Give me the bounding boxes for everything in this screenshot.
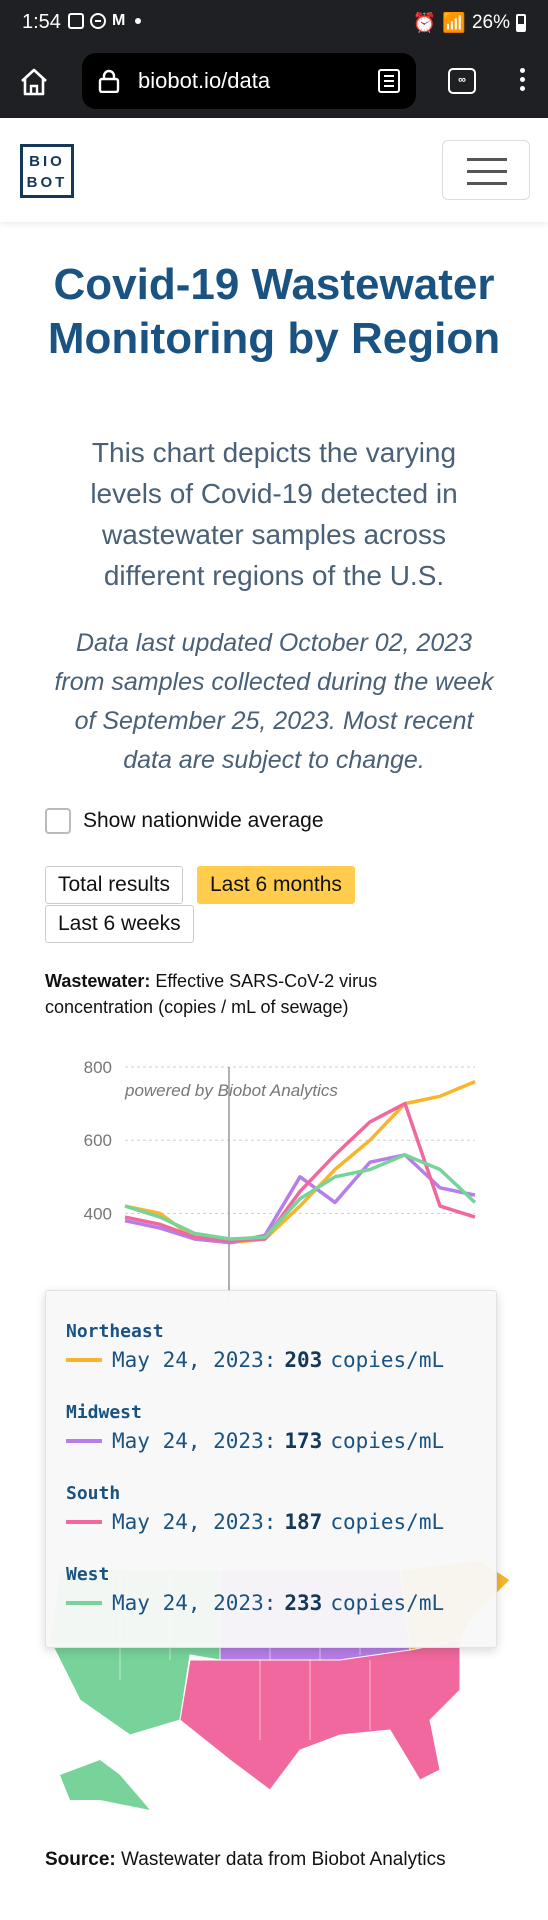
source-label: Source:	[45, 1849, 116, 1870]
address-bar[interactable]: biobot.io/data	[82, 53, 416, 109]
tooltip-value: 173	[284, 1429, 323, 1453]
tooltip-region: Midwest	[66, 1402, 142, 1423]
map-region-south[interactable]	[179, 1639, 461, 1791]
tooltip-entry: Northeast May 24, 2023: 203 copies/mL	[66, 1321, 444, 1372]
source-note: Source: Wastewater data from Biobot Anal…	[45, 1849, 446, 1871]
tooltip-value: 233	[284, 1591, 323, 1615]
system-icons: ⏰ 📶 26%	[413, 11, 526, 35]
map-alaska[interactable]	[60, 1760, 150, 1810]
tooltip-unit: copies/mL	[330, 1348, 445, 1372]
logo-line1: BIO	[29, 153, 65, 170]
tooltip-date: May 24, 2023:	[112, 1429, 277, 1453]
logo-line2: BOT	[26, 174, 68, 191]
battery-icon	[516, 14, 526, 32]
status-time: 1:54	[22, 11, 61, 33]
tooltip-unit: copies/mL	[330, 1591, 445, 1615]
tooltip-value-line: May 24, 2023: 173 copies/mL	[66, 1429, 444, 1453]
chart-label: Wastewater: Effective SARS-CoV-2 virus c…	[45, 968, 485, 1020]
gmail-icon: M	[112, 12, 126, 29]
url-text: biobot.io/data	[138, 68, 271, 93]
series-line-midwest[interactable]	[124, 1153, 476, 1245]
browser-toolbar: biobot.io/data ∞	[0, 48, 548, 118]
reader-mode-icon[interactable]	[378, 69, 400, 93]
tab-switcher-button[interactable]: ∞	[448, 68, 476, 94]
tooltip-entry: South May 24, 2023: 187 copies/mL	[66, 1483, 444, 1534]
do-not-disturb-icon	[90, 13, 106, 29]
more-notifications-icon	[135, 18, 142, 24]
nationwide-average-toggle[interactable]: Show nationwide average	[45, 808, 324, 834]
series-line-west[interactable]	[124, 1153, 477, 1241]
chart-watermark: powered by Biobot Analytics	[124, 1081, 338, 1100]
alarm-icon: ⏰	[412, 13, 437, 34]
tooltip-region: West	[66, 1564, 110, 1585]
tooltip-value-line: May 24, 2023: 233 copies/mL	[66, 1591, 444, 1615]
hamburger-menu-button[interactable]	[442, 140, 530, 200]
tooltip-value: 203	[284, 1348, 323, 1372]
site-header: BIO BOT	[0, 118, 548, 222]
gallery-icon	[68, 13, 84, 29]
legend-swatch	[66, 1358, 102, 1362]
chart-label-text: Effective SARS-CoV-2 virus concentration…	[45, 971, 378, 1017]
notification-icons: M	[68, 12, 142, 30]
tooltip-region: South	[66, 1483, 121, 1504]
wastewater-line-chart[interactable]: 800 600 400 powered by Biobot Analytics	[0, 1040, 548, 1300]
chart-label-bold: Wastewater:	[45, 971, 151, 991]
tooltip-date: May 24, 2023:	[112, 1510, 277, 1534]
y-tick-label: 800	[84, 1058, 112, 1077]
tooltip-value-line: May 24, 2023: 187 copies/mL	[66, 1510, 444, 1534]
battery-percent: 26%	[471, 12, 510, 33]
y-tick-label: 600	[84, 1131, 112, 1150]
biobot-logo[interactable]: BIO BOT	[20, 144, 74, 198]
last-6-weeks-button[interactable]: Last 6 weeks	[45, 905, 194, 943]
source-text: Wastewater data from Biobot Analytics	[115, 1849, 446, 1870]
nationwide-average-checkbox[interactable]	[45, 808, 71, 834]
status-bar: 1:54 M ⏰ 📶 26%	[0, 0, 548, 48]
legend-swatch	[66, 1601, 102, 1605]
tooltip-entry: Midwest May 24, 2023: 173 copies/mL	[66, 1402, 444, 1453]
wifi-icon: 📶	[442, 13, 466, 34]
legend-swatch	[66, 1439, 102, 1443]
tooltip-entry: West May 24, 2023: 233 copies/mL	[66, 1564, 444, 1615]
total-results-button[interactable]: Total results	[45, 866, 184, 904]
home-icon[interactable]	[18, 66, 50, 98]
checkbox-label: Show nationwide average	[83, 809, 324, 832]
tooltip-value-line: May 24, 2023: 203 copies/mL	[66, 1348, 444, 1372]
page-title: Covid-19 Wastewater Monitoring by Region	[47, 260, 501, 363]
tooltip-date: May 24, 2023:	[112, 1591, 277, 1615]
last-6-months-button[interactable]: Last 6 months	[197, 866, 355, 904]
last-updated-note: Data last updated October 02, 2023 from …	[54, 629, 494, 774]
series-line-south[interactable]	[124, 1101, 476, 1243]
tooltip-value: 187	[284, 1510, 323, 1534]
tooltip-unit: copies/mL	[330, 1510, 445, 1534]
browser-menu-icon[interactable]	[514, 64, 530, 98]
legend-swatch	[66, 1520, 102, 1524]
chart-tooltip: Northeast May 24, 2023: 203 copies/mL Midwes…	[45, 1290, 497, 1648]
series-line-northeast[interactable]	[124, 1080, 476, 1245]
y-tick-label: 400	[84, 1204, 112, 1223]
page-description: This chart depicts the varying levels of…	[90, 437, 458, 591]
tooltip-unit: copies/mL	[330, 1429, 445, 1453]
lock-icon	[98, 69, 120, 93]
tooltip-date: May 24, 2023:	[112, 1348, 277, 1372]
tooltip-region: Northeast	[66, 1321, 164, 1342]
